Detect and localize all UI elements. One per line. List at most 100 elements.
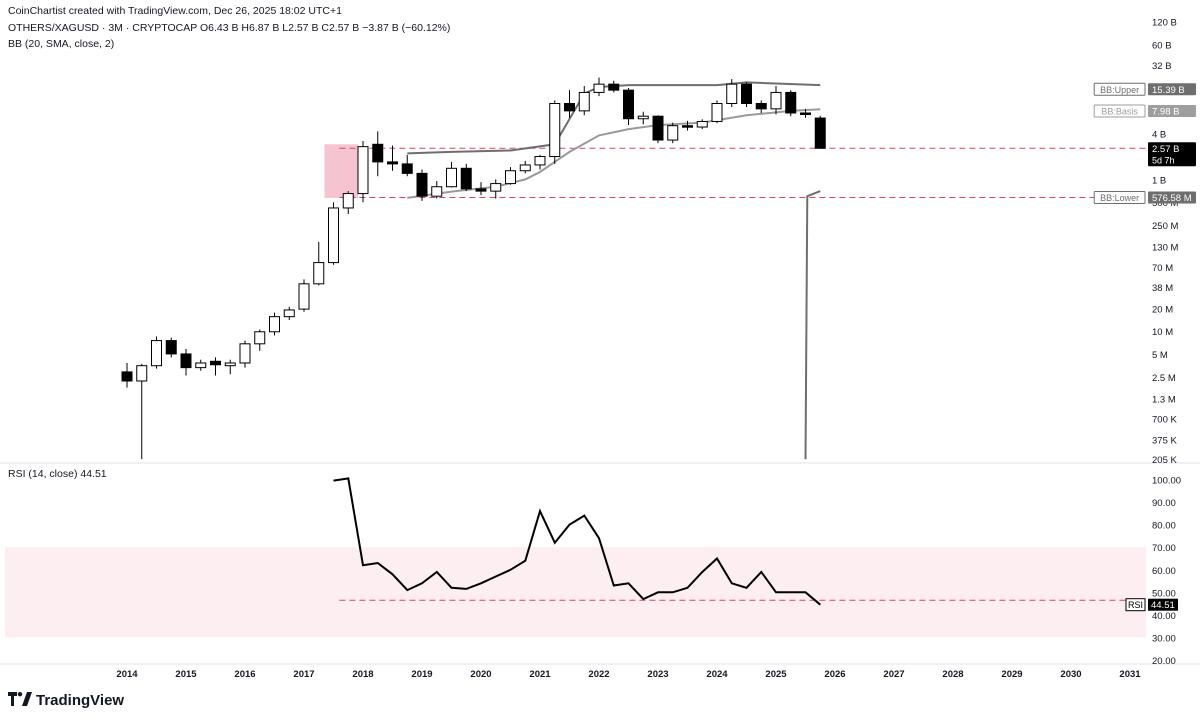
time-axis-tick: 2015	[175, 669, 197, 680]
price-axis-tick: 10 M	[1152, 327, 1173, 338]
candle[interactable]	[313, 241, 325, 286]
candle-body-up	[519, 164, 531, 172]
candle[interactable]	[431, 181, 443, 199]
price-label-value: 2.57 B	[1152, 144, 1179, 155]
candle-body-down	[755, 103, 767, 110]
price-axis-tick: 1 B	[1152, 175, 1166, 186]
candle[interactable]	[519, 160, 531, 174]
candle[interactable]	[210, 357, 221, 376]
candle[interactable]	[490, 179, 502, 199]
candle[interactable]	[564, 90, 575, 118]
candle-body-up	[313, 262, 325, 285]
rsi-legend[interactable]: RSI (14, close) 44.51	[8, 468, 107, 480]
candle[interactable]	[224, 359, 236, 375]
candle[interactable]	[549, 100, 561, 164]
candle-body-up	[239, 343, 251, 364]
candle[interactable]	[372, 131, 384, 177]
candle[interactable]	[534, 154, 546, 170]
candle[interactable]	[239, 340, 251, 368]
price-axis-tick: 2.5 M	[1152, 373, 1176, 384]
candle-body-up	[269, 316, 280, 333]
candle[interactable]	[770, 86, 782, 115]
candle[interactable]	[195, 359, 207, 371]
candle[interactable]	[652, 115, 664, 144]
candle-body-up	[342, 193, 354, 209]
candle[interactable]	[475, 182, 487, 196]
time-axis-tick: 2030	[1060, 669, 1081, 680]
candle-body-up	[770, 91, 782, 110]
price-axis-tick: 38 M	[1152, 283, 1173, 294]
candle[interactable]	[682, 120, 693, 131]
price-axis-tick: 250 M	[1152, 221, 1178, 232]
candle[interactable]	[505, 167, 516, 185]
candle-body-up	[490, 183, 502, 192]
candle[interactable]	[328, 202, 339, 265]
candle[interactable]	[578, 86, 590, 116]
candle[interactable]	[755, 100, 767, 113]
candle[interactable]	[696, 119, 708, 130]
time-axis-tick: 2029	[1001, 669, 1022, 680]
time-axis-tick: 2031	[1119, 669, 1141, 680]
candle[interactable]	[711, 100, 723, 124]
candle-body-up	[136, 365, 148, 382]
candle[interactable]	[608, 80, 620, 93]
candle-body-up	[726, 83, 738, 105]
candle[interactable]	[151, 336, 162, 369]
tradingview-brand[interactable]: TradingView	[8, 692, 124, 710]
price-axis-tick: 700 K	[1152, 415, 1177, 426]
candle[interactable]	[460, 163, 472, 192]
price-label-name-box	[1093, 82, 1146, 96]
candle-body-up	[298, 283, 310, 310]
candle[interactable]	[269, 312, 280, 336]
price-axis-tick: 5 M	[1152, 350, 1168, 361]
time-axis-tick: 2026	[824, 669, 845, 680]
candle[interactable]	[357, 141, 369, 203]
bollinger-layer	[407, 81, 821, 460]
candle-body-up	[283, 309, 295, 318]
candle[interactable]	[593, 77, 605, 97]
candle[interactable]	[623, 88, 634, 126]
candle[interactable]	[637, 111, 649, 125]
candle[interactable]	[814, 115, 826, 149]
candle[interactable]	[785, 90, 797, 117]
candle[interactable]	[254, 329, 266, 351]
candle[interactable]	[387, 145, 398, 171]
price-label-value: 7.98 B	[1152, 106, 1179, 117]
candle-body-up	[195, 362, 207, 369]
time-axis-tick: 2019	[411, 669, 432, 680]
candle[interactable]	[667, 122, 679, 144]
price-label-value: 15.39 B	[1152, 85, 1185, 96]
price-label-value-box	[1148, 142, 1196, 167]
candle[interactable]	[165, 337, 177, 358]
candle-body-up	[534, 156, 546, 166]
price-label-countdown: 5d 7h	[1152, 155, 1175, 165]
price-axis-tick: 205 K	[1152, 455, 1177, 466]
candle[interactable]	[283, 306, 295, 321]
candle[interactable]	[136, 363, 148, 460]
candle-body-up	[637, 115, 649, 120]
candle[interactable]	[726, 79, 738, 107]
candle[interactable]	[298, 279, 310, 312]
candle[interactable]	[342, 191, 354, 214]
rsi-axis-tick: 90.00	[1152, 498, 1176, 509]
bollinger-legend[interactable]: BB (20, SMA, close, 2)	[8, 38, 115, 50]
bb-lower-line	[804, 190, 821, 460]
candle[interactable]	[121, 362, 133, 388]
rsi-axis-tick: 30.00	[1152, 633, 1176, 644]
candle-body-up	[578, 91, 590, 112]
candle-body-down	[682, 125, 693, 128]
candle[interactable]	[446, 161, 457, 188]
candle[interactable]	[401, 154, 413, 177]
candle-body-down	[800, 112, 811, 115]
candles-layer	[121, 77, 826, 460]
candle[interactable]	[741, 82, 752, 107]
candle-body-down	[741, 83, 752, 105]
time-axis-tick: 2016	[234, 669, 255, 680]
brand-text: TradingView	[36, 692, 125, 709]
candle[interactable]	[180, 349, 192, 376]
price-axis-tick: 4 B	[1152, 130, 1166, 141]
rsi-axis-tick: 60.00	[1152, 566, 1176, 577]
candle[interactable]	[800, 108, 811, 118]
candle[interactable]	[416, 169, 428, 201]
